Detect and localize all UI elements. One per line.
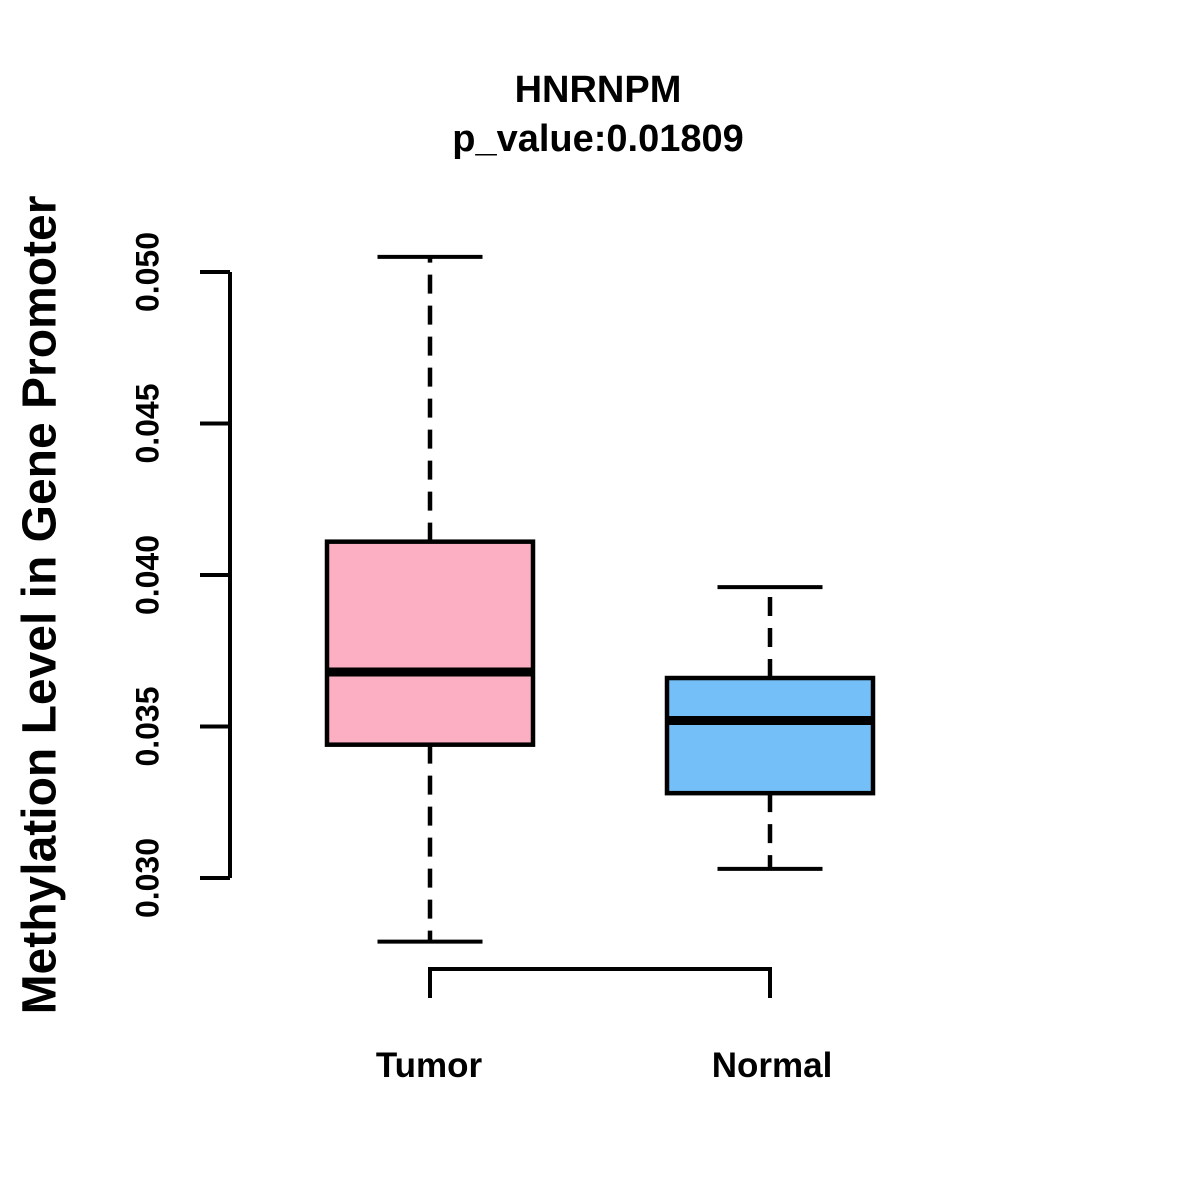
chart-subtitle: p_value:0.01809 [452, 118, 744, 160]
chart-title: HNRNPM [514, 69, 682, 111]
y-tick-label: 0.045 [129, 383, 165, 463]
x-category-label-normal: Normal [711, 1046, 833, 1085]
y-tick-label: 0.050 [129, 232, 165, 312]
x-axis-bracket [428, 967, 772, 998]
box-tumor [324, 539, 536, 747]
x-category-label-tumor: Tumor [375, 1046, 483, 1085]
y-tick-label: 0.035 [129, 686, 165, 766]
y-axis-label: Methylation Level in Gene Promoter [13, 195, 67, 1015]
y-tick-label: 0.040 [129, 535, 165, 615]
y-tick-label: 0.030 [129, 838, 165, 918]
chart-title-block: HNRNPM p_value:0.01809 [0, 66, 1196, 164]
box-normal [664, 675, 876, 796]
